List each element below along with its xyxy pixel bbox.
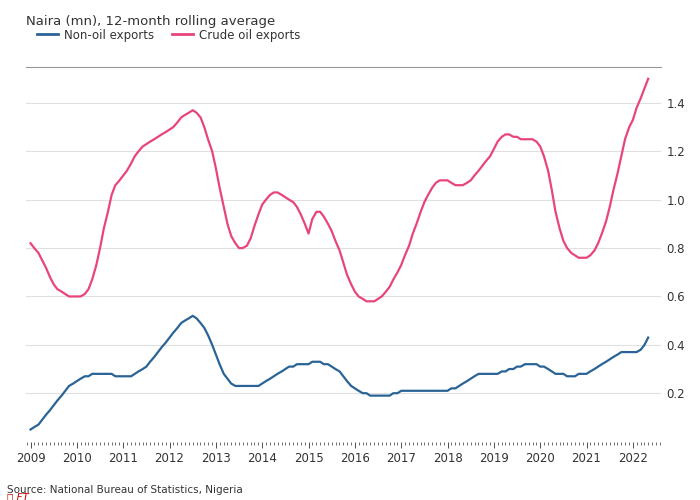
Text: Ⓕ FT: Ⓕ FT xyxy=(7,492,29,500)
Text: Naira (mn), 12-month rolling average: Naira (mn), 12-month rolling average xyxy=(26,15,275,28)
Text: Source: National Bureau of Statistics, Nigeria: Source: National Bureau of Statistics, N… xyxy=(7,485,243,495)
Legend: Non-oil exports, Crude oil exports: Non-oil exports, Crude oil exports xyxy=(32,24,304,46)
